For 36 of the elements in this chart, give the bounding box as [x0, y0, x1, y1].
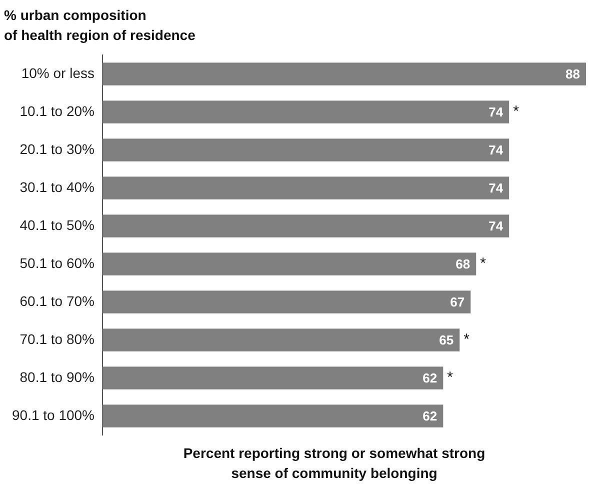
- y-tick-label: 80.1 to 90%: [20, 368, 95, 385]
- data-label: 65: [439, 332, 454, 348]
- y-tick-label: 70.1 to 80%: [20, 330, 95, 347]
- y-tick-label: 50.1 to 60%: [20, 254, 95, 271]
- y-tick-label: 30.1 to 40%: [20, 178, 95, 195]
- data-label: 67: [450, 294, 465, 310]
- bar: [102, 252, 476, 276]
- bar: [102, 214, 510, 238]
- bar: [102, 290, 471, 314]
- data-label: 62: [422, 370, 438, 386]
- y-tick-label: 60.1 to 70%: [20, 292, 95, 309]
- bar: [102, 138, 510, 162]
- annotation: *: [464, 331, 470, 348]
- bar: [102, 404, 444, 428]
- bar: [102, 100, 510, 124]
- data-label: 74: [488, 104, 504, 120]
- data-label: 74: [488, 142, 504, 158]
- data-label: 68: [456, 256, 470, 272]
- y-tick-label: 40.1 to 50%: [20, 216, 95, 233]
- bar: [102, 62, 586, 86]
- annotation: *: [480, 255, 486, 272]
- data-label: 88: [566, 66, 580, 82]
- data-label: 62: [422, 408, 438, 424]
- y-tick-label: 20.1 to 30%: [20, 140, 95, 157]
- bar: [102, 366, 444, 390]
- data-label: 74: [488, 218, 504, 234]
- y-tick-label: 10.1 to 20%: [20, 102, 95, 119]
- y-axis-title: % urban composition of health region of residence: [4, 7, 196, 43]
- y-tick-label: 10% or less: [21, 64, 95, 81]
- annotation: *: [513, 103, 520, 120]
- bar: [102, 176, 510, 200]
- annotation: *: [447, 369, 454, 386]
- data-label: 74: [488, 180, 504, 196]
- x-axis-title: Percent reporting strong or somewhat strong sense of community belonging: [183, 445, 486, 481]
- bar: [102, 328, 460, 352]
- y-tick-label: 90.1 to 100%: [12, 406, 95, 423]
